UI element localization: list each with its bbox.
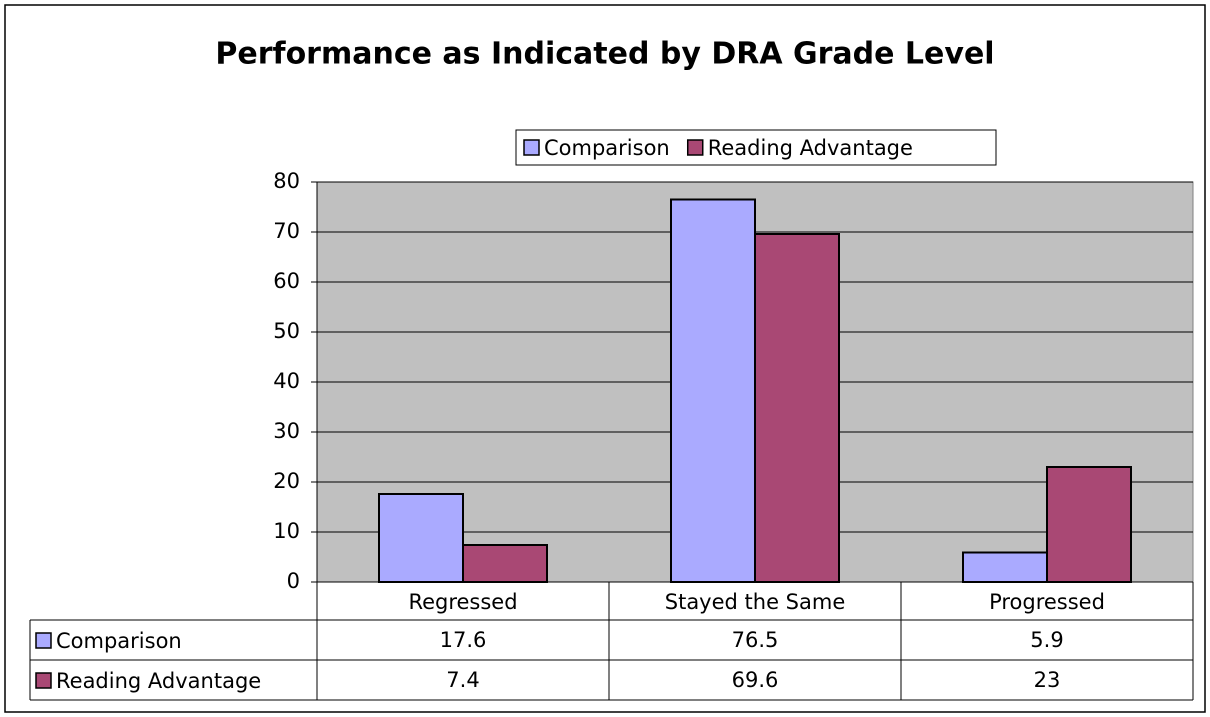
table-value: 17.6 — [440, 628, 487, 652]
table-swatch — [35, 672, 52, 689]
x-tick-label: Progressed — [989, 590, 1105, 614]
y-tick-label: 20 — [273, 469, 300, 493]
y-tick-label: 60 — [273, 269, 300, 293]
y-tick-label: 30 — [273, 419, 300, 443]
table-value: 7.4 — [446, 668, 479, 692]
bar — [670, 198, 756, 583]
y-tick-label: 70 — [273, 219, 300, 243]
legend-label: Reading Advantage — [708, 136, 913, 160]
y-tick-label: 80 — [273, 169, 300, 193]
table-value: 23 — [1034, 668, 1061, 692]
table-value: 5.9 — [1030, 628, 1063, 652]
chart-title: Performance as Indicated by DRA Grade Le… — [215, 37, 994, 72]
x-tick-label: Regressed — [408, 590, 517, 614]
legend — [515, 129, 997, 166]
y-tick-label: 0 — [287, 569, 300, 593]
table-series-label: Reading Advantage — [56, 669, 261, 693]
y-tick-label: 50 — [273, 319, 300, 343]
x-tick-label: Stayed the Same — [665, 590, 846, 614]
table-value: 76.5 — [732, 628, 779, 652]
table-value: 69.6 — [732, 668, 779, 692]
legend-label: Comparison — [544, 136, 670, 160]
legend-swatch — [686, 139, 704, 156]
bar — [462, 544, 548, 583]
table-swatch — [35, 632, 52, 649]
y-tick-label: 40 — [273, 369, 300, 393]
bar — [962, 551, 1048, 583]
bar — [378, 493, 464, 583]
table-series-label: Comparison — [56, 629, 182, 653]
y-tick-label: 10 — [273, 519, 300, 543]
legend-swatch — [523, 139, 540, 156]
bar — [754, 233, 840, 583]
bar — [1046, 466, 1132, 583]
